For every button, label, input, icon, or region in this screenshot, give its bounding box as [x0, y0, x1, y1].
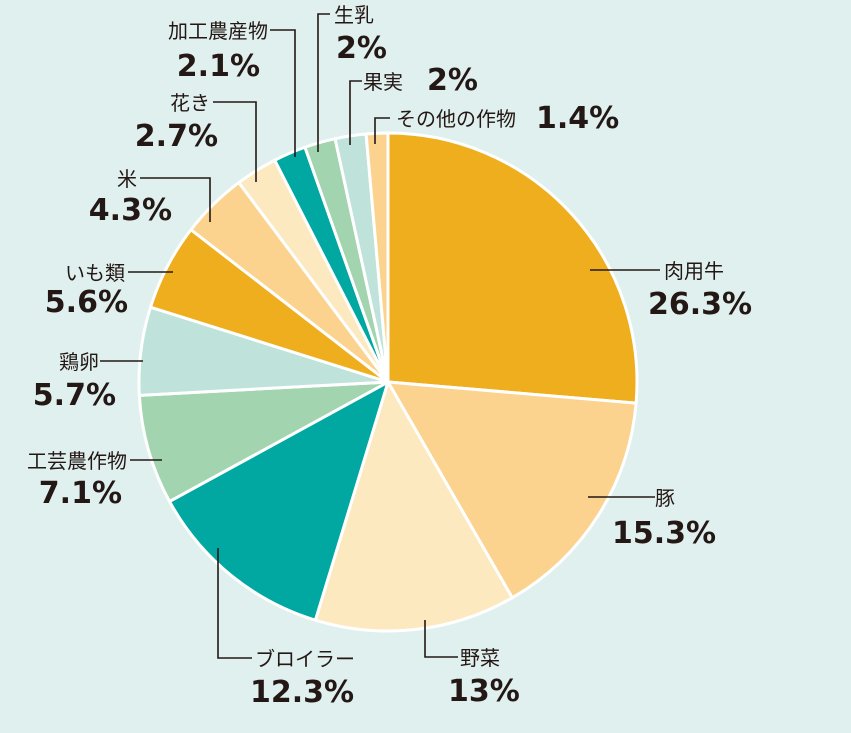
slice-9-value-label: 2.7% [135, 119, 218, 154]
slice-12-value-label: 2% [427, 63, 478, 98]
slice-4-wedge [168, 380, 390, 622]
slice-11-label: 生乳 [334, 3, 374, 27]
leader-lines [100, 13, 660, 659]
slice-13-leader-line [374, 117, 390, 144]
slice-11-leader-line [317, 13, 330, 152]
slice-3-leader-line [424, 620, 458, 658]
slice-3-value-label: 13% [448, 674, 520, 709]
slice-5-value-label: 7.1% [39, 476, 122, 511]
slice-11-value-label: 2% [336, 31, 387, 66]
slice-10-leader-line [270, 29, 296, 157]
slice-labels: 肉用牛 26.3% 豚 15.3% 野菜 13% ブロイラー 12.3% 工芸農作物 7.1% 鶏卵… [27, 3, 752, 710]
slice-1-value-label: 26.3% [648, 287, 752, 322]
slice-6-label: 鶏卵 [59, 350, 99, 374]
slice-12-label: 果実 [363, 70, 403, 94]
slice-13-label: その他の作物 [396, 107, 516, 131]
slice-3-label: 野菜 [460, 646, 500, 670]
slice-13-value-label: 1.4% [536, 101, 619, 136]
slice-4-value-label: 12.3% [250, 675, 354, 710]
slice-9-leader-line [213, 101, 257, 182]
slice-1-label: 肉用牛 [664, 259, 724, 283]
slice-12-leader-line [349, 80, 362, 145]
slice-6-value-label: 5.7% [33, 378, 116, 413]
slice-7-label: いも類 [65, 261, 125, 285]
slice-10-label: 加工農産物 [168, 19, 268, 43]
slice-13-wedge [364, 131, 390, 384]
slice-8-leader-line [140, 177, 211, 222]
pie-slices [137, 131, 639, 633]
slice-7-value-label: 5.6% [45, 285, 128, 320]
slice-4-label: ブロイラー [255, 647, 355, 671]
slice-4-leader-line [217, 548, 252, 659]
slice-2-value-label: 15.3% [612, 516, 716, 551]
slice-8-label: 米 [117, 167, 137, 191]
slice-2-wedge [386, 380, 638, 600]
slice-5-wedge [137, 380, 390, 503]
slice-2-label: 豚 [655, 486, 675, 510]
slice-10-value-label: 2.1% [177, 49, 260, 84]
slice-5-label: 工芸農作物 [27, 449, 127, 473]
slice-3-wedge [313, 380, 514, 633]
slice-9-label: 花き [170, 91, 210, 115]
slice-1-wedge [386, 131, 639, 405]
slice-8-value-label: 4.3% [89, 193, 172, 228]
